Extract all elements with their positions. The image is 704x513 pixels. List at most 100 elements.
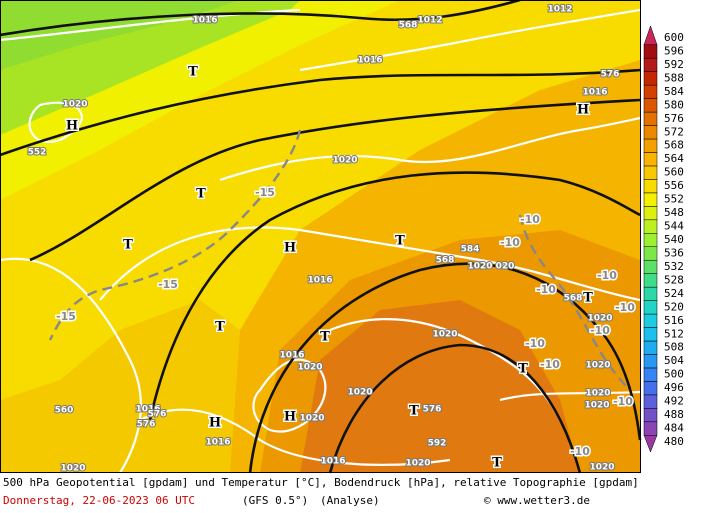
map-label: 568: [399, 21, 418, 31]
map-label: 1020: [432, 330, 457, 340]
colorbar-label: 544: [664, 220, 684, 233]
green-core: [0, 0, 240, 70]
colorbar-label: 540: [664, 233, 684, 246]
colorbar-label: 552: [664, 193, 684, 206]
map-label: H: [209, 416, 221, 431]
warm-core: [300, 300, 580, 473]
footer-model: (GFS 0.5°): [242, 494, 308, 507]
map-label: 1020: [584, 401, 609, 411]
colorbar-cell: [643, 327, 658, 342]
colorbar-cell: [643, 44, 658, 59]
map-labels: 1016 568 101210125761016H1016T1020H5521020…: [27, 4, 637, 475]
map-label: 1020: [589, 463, 614, 473]
colorbar-cell: [643, 286, 658, 301]
colorbar-cell: [643, 125, 658, 140]
colorbar-cell: [643, 84, 658, 99]
map-label: T: [123, 238, 133, 253]
colorbar-cell: [643, 259, 658, 274]
map-label: -10: [500, 236, 520, 249]
colorbar-cell: [643, 367, 658, 382]
colorbar-label: 556: [664, 179, 684, 192]
map-label: 576: [148, 410, 167, 420]
colorbar-label: 588: [664, 71, 684, 84]
colorbar-cell: [643, 192, 658, 207]
map-label: 1020: [467, 262, 492, 272]
footer-bg: [0, 474, 640, 513]
footer-description: 500 hPa Geopotential [gpdam] und Tempera…: [3, 476, 639, 489]
colorbar-label: 528: [664, 273, 684, 286]
map-label: -10: [590, 324, 610, 337]
colorbar-cell: [643, 179, 658, 194]
colorbar-cell: [643, 394, 658, 409]
colorbar-cell: [643, 206, 658, 221]
map-label: T: [215, 320, 225, 335]
map-label: 568: [436, 256, 455, 266]
map-label: -15: [158, 278, 178, 291]
map-label: -10: [525, 337, 545, 350]
map-label: 1020: [299, 414, 324, 424]
map-label: 1020: [585, 389, 610, 399]
colorbar-cell: [643, 381, 658, 396]
colorbar-cell: [643, 138, 658, 153]
map-label: T: [492, 456, 502, 471]
map-label: H: [284, 241, 296, 256]
colorbar-label: 496: [664, 381, 684, 394]
colorbar-label: 484: [664, 422, 684, 435]
colorbar-cell: [643, 313, 658, 328]
footer-credit: © www.wetter3.de: [484, 494, 590, 507]
map-label: -10: [615, 301, 635, 314]
map-label: -15: [56, 310, 76, 323]
map-label: 1020: [60, 464, 85, 474]
map-area: [0, 0, 642, 474]
map-label: 560: [55, 406, 74, 416]
colorbar-cell: [643, 219, 658, 234]
colorbar-label: 564: [664, 152, 684, 165]
colorbar-label: 596: [664, 44, 684, 57]
colorbar-label: 480: [664, 435, 684, 448]
colorbar-label: 492: [664, 395, 684, 408]
colorbar-label: 508: [664, 341, 684, 354]
colorbar-label: 524: [664, 287, 684, 300]
map-label: -10: [570, 445, 590, 458]
map-label: 1020: [587, 314, 612, 324]
colorbar-label: 576: [664, 112, 684, 125]
map-label: 1016: [357, 56, 382, 66]
colorbar-cell: [643, 111, 658, 126]
map-label: 1016: [135, 405, 160, 415]
map-label: 592: [428, 439, 447, 449]
south-west-field: [0, 300, 240, 473]
footer-run: (Analyse): [320, 494, 380, 507]
map-label: H: [284, 410, 296, 425]
colorbar-cell: [643, 421, 658, 436]
colorbar-label: 548: [664, 206, 684, 219]
map-label: 1016: [205, 438, 230, 448]
map-label: 1020: [405, 459, 430, 469]
colorbar-label: 536: [664, 246, 684, 259]
map-label: 568: [564, 294, 583, 304]
map-label: T: [196, 187, 206, 202]
map-label: -10: [540, 358, 560, 371]
colorbar-cell: [643, 152, 658, 167]
map-label: -10: [597, 269, 617, 282]
colorbar-label: 560: [664, 166, 684, 179]
map-label: -10: [536, 283, 556, 296]
map-label: H: [577, 103, 589, 118]
map-label: 576: [137, 420, 156, 430]
colorbar-label: 512: [664, 327, 684, 340]
colorbar: 4804844884924965005045085125165205245285…: [643, 25, 684, 453]
colorbar-label: 580: [664, 98, 684, 111]
colorbar-cell: [643, 435, 658, 453]
colorbar-cell: [643, 246, 658, 261]
map-label: 576: [423, 405, 442, 415]
map-label: 1020: [347, 388, 372, 398]
colorbar-label: 520: [664, 300, 684, 313]
isotherms: [48, 129, 631, 391]
colorbar-cell: [643, 300, 658, 315]
map-label: 552: [28, 148, 47, 158]
map-label: 1020: [332, 156, 357, 166]
map-label: 1016: [320, 457, 345, 467]
colorbar-label: 532: [664, 260, 684, 273]
colorbar-cell: [643, 273, 658, 288]
map-label: 1016: [192, 16, 217, 26]
